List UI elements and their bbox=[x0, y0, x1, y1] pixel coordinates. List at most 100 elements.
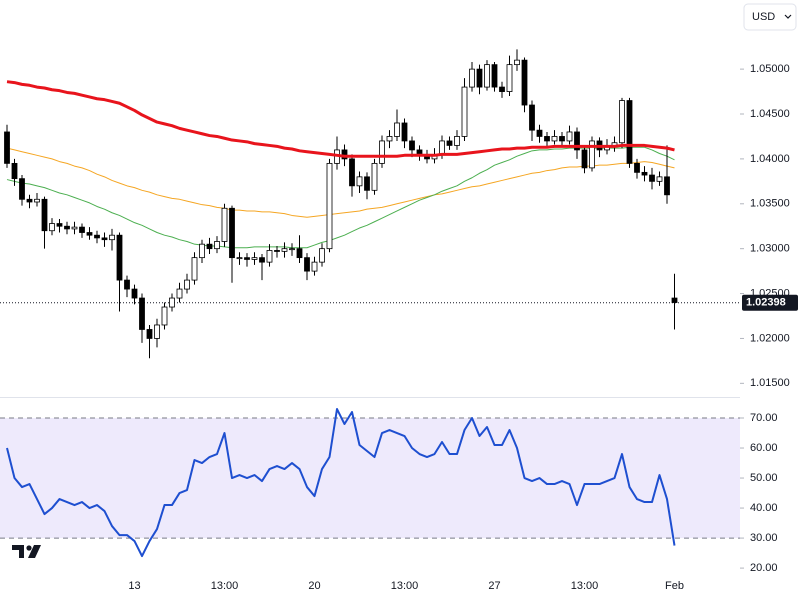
candle-body bbox=[154, 324, 160, 339]
candle-body bbox=[544, 136, 550, 142]
x-tick-label: 13 bbox=[128, 580, 140, 592]
candle-body bbox=[566, 131, 573, 142]
candle-body bbox=[281, 248, 288, 252]
candle-body bbox=[176, 288, 183, 299]
candle-body bbox=[371, 162, 378, 191]
candle-body bbox=[394, 122, 400, 137]
candle-body bbox=[521, 59, 528, 106]
candle-body bbox=[274, 250, 280, 252]
candle-body bbox=[64, 225, 70, 230]
candle-body bbox=[131, 288, 138, 299]
candle-body bbox=[19, 178, 25, 200]
currency-label[interactable]: USD bbox=[752, 11, 775, 23]
candle-body bbox=[169, 297, 175, 308]
rsi-tick-label: 20.00 bbox=[750, 562, 778, 574]
candle-body bbox=[626, 100, 633, 164]
candle-body bbox=[86, 232, 93, 236]
candle-body bbox=[484, 64, 490, 88]
candle-body bbox=[476, 68, 483, 88]
y-tick-label: 1.05000 bbox=[750, 63, 790, 75]
candle-body bbox=[386, 136, 393, 142]
candle-body bbox=[349, 158, 355, 187]
logo-part bbox=[28, 545, 41, 558]
candle-body bbox=[469, 68, 475, 88]
candle-body bbox=[304, 257, 310, 272]
candle-body bbox=[634, 162, 640, 173]
rsi-tick-label: 30.00 bbox=[750, 532, 778, 544]
candle-body bbox=[649, 174, 655, 182]
candle-body bbox=[94, 234, 100, 239]
candle-body bbox=[184, 279, 190, 290]
candle-body bbox=[214, 241, 220, 250]
candle-body bbox=[191, 257, 198, 281]
candle-body bbox=[109, 234, 115, 241]
y-tick-label: 1.03500 bbox=[750, 198, 790, 210]
candle-body bbox=[671, 297, 678, 303]
candle-body bbox=[221, 207, 228, 242]
candle-body bbox=[439, 140, 445, 155]
candle-body bbox=[656, 176, 663, 182]
candle-body bbox=[664, 176, 670, 196]
x-tick-label: 13:00 bbox=[571, 580, 599, 592]
logo-part bbox=[26, 545, 32, 551]
candle-body bbox=[26, 198, 33, 203]
candle-body bbox=[161, 306, 168, 326]
candle-body bbox=[311, 261, 318, 272]
candle-body bbox=[529, 104, 535, 131]
candle-body bbox=[416, 149, 423, 155]
rsi-tick-label: 50.00 bbox=[750, 472, 778, 484]
candle-body bbox=[401, 122, 408, 142]
candle-body bbox=[244, 257, 250, 260]
candle-body bbox=[536, 129, 543, 137]
candle-body bbox=[356, 176, 363, 187]
currency-box[interactable] bbox=[743, 3, 797, 31]
candle-body bbox=[409, 140, 415, 151]
candle-body bbox=[379, 140, 385, 164]
chevron[interactable] bbox=[784, 14, 792, 19]
rsi-tick-label: 70.00 bbox=[750, 412, 778, 424]
candle-body bbox=[491, 64, 498, 88]
candle-body bbox=[326, 162, 333, 250]
candle-body bbox=[551, 136, 558, 142]
candle-body bbox=[619, 100, 625, 144]
candle-body bbox=[206, 243, 213, 250]
candle-body bbox=[116, 234, 123, 281]
candle-body bbox=[266, 250, 273, 263]
candle-body bbox=[56, 223, 63, 227]
current-price-label: 1.02398 bbox=[746, 297, 786, 309]
candle-body bbox=[559, 136, 565, 142]
candle-body bbox=[34, 198, 40, 203]
rsi-tick-label: 40.00 bbox=[750, 502, 778, 514]
candle-body bbox=[4, 131, 10, 164]
candle-body bbox=[49, 223, 55, 232]
currency-selector[interactable]: USD bbox=[743, 3, 797, 31]
candle-body bbox=[139, 297, 145, 330]
y-tick-label: 1.03000 bbox=[750, 243, 790, 255]
candle-body bbox=[229, 207, 235, 259]
moving-average bbox=[6, 147, 675, 218]
candle-body bbox=[124, 279, 130, 290]
moving-average bbox=[6, 146, 675, 249]
logo bbox=[12, 545, 41, 558]
y-tick-label: 1.01500 bbox=[750, 377, 790, 389]
candle-body bbox=[454, 136, 460, 146]
rsi-line bbox=[6, 408, 676, 558]
x-tick-label: 27 bbox=[488, 580, 500, 592]
candle-body bbox=[446, 140, 453, 146]
x-tick-label: Feb bbox=[665, 580, 684, 592]
candle-body bbox=[581, 149, 588, 169]
candle-body bbox=[641, 171, 648, 176]
candle-body bbox=[101, 237, 108, 241]
candle-body bbox=[319, 248, 325, 263]
candle-body bbox=[236, 257, 243, 260]
candle-body bbox=[11, 162, 18, 180]
candle-body bbox=[146, 329, 153, 339]
candle-body bbox=[289, 248, 295, 251]
candle-body bbox=[514, 59, 520, 66]
rsi-band bbox=[0, 418, 740, 539]
moving-average bbox=[6, 80, 675, 158]
candle-body bbox=[79, 226, 85, 233]
candle-body bbox=[574, 131, 580, 151]
x-tick-label: 20 bbox=[308, 580, 320, 592]
x-tick-label: 13:00 bbox=[211, 580, 239, 592]
